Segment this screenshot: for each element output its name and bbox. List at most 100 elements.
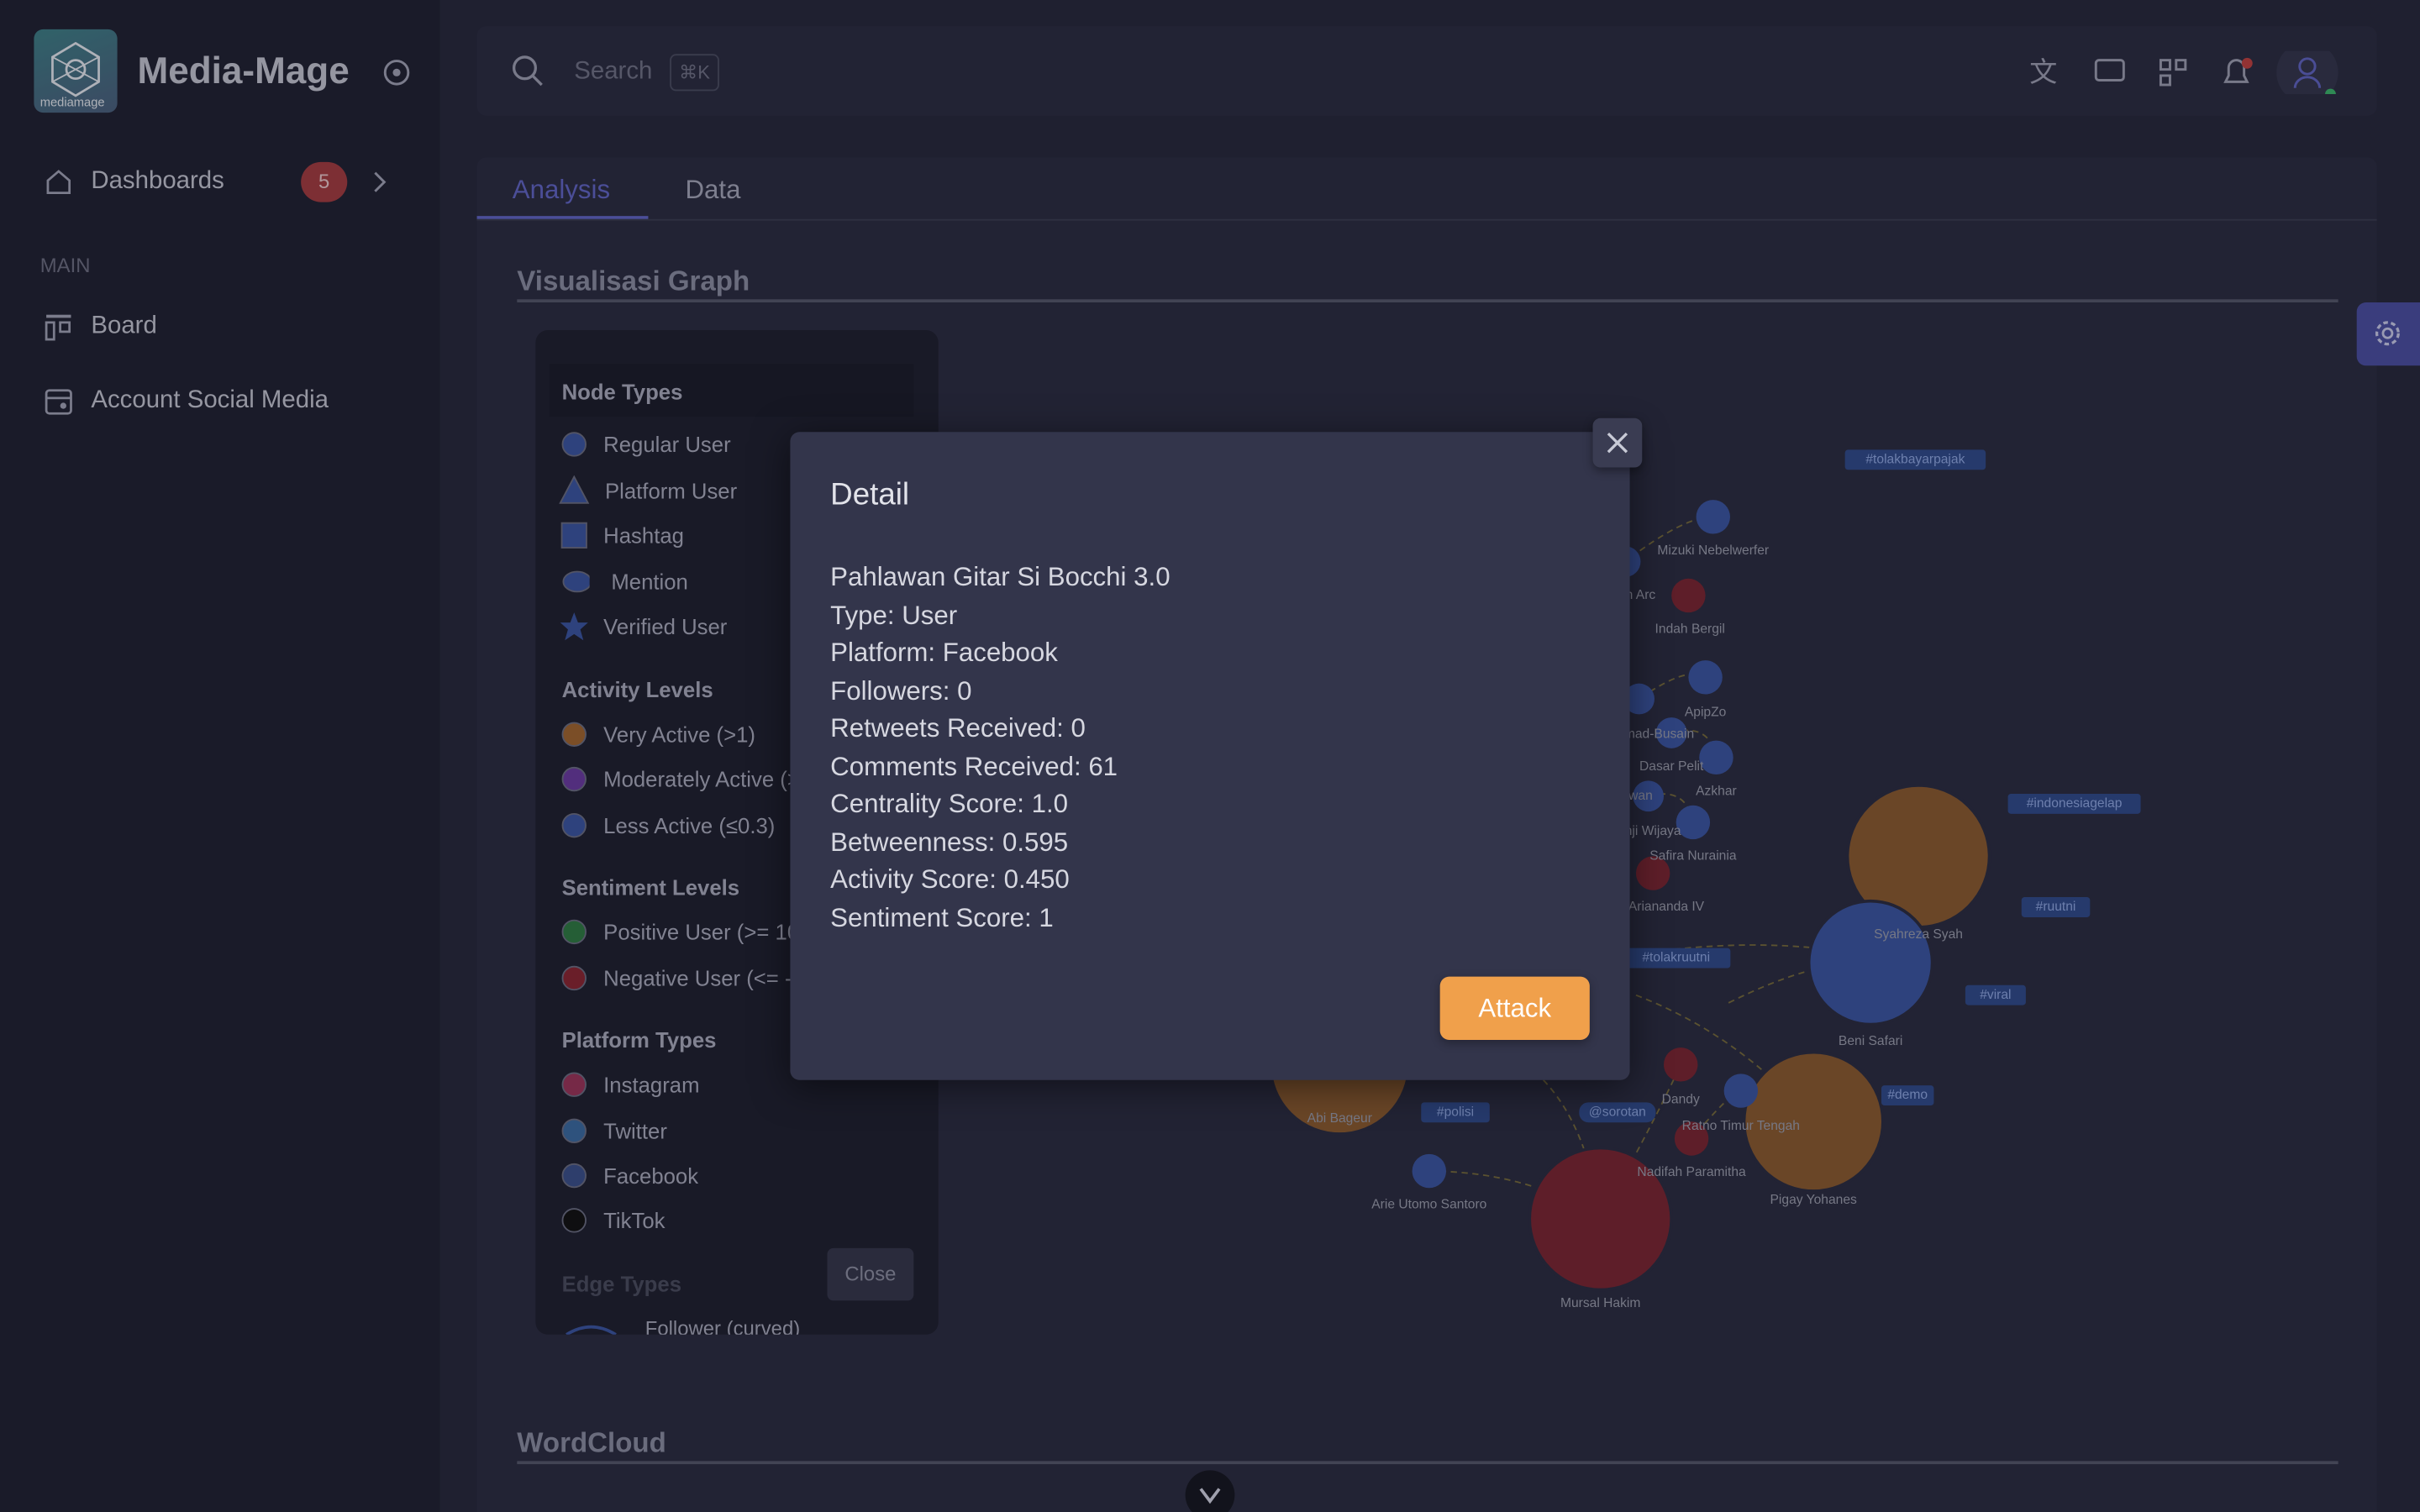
hashtag-chip xyxy=(1881,1085,1934,1106)
brand-icon xyxy=(383,60,410,86)
modal-close[interactable] xyxy=(1592,417,1643,468)
tab-analysis[interactable]: Analysis xyxy=(512,175,611,205)
legend-icon xyxy=(561,919,587,945)
section-title: Visualisasi Graph xyxy=(517,265,750,297)
legend-icon xyxy=(562,570,590,593)
graph-node[interactable] xyxy=(1635,856,1670,890)
nav-dashboards[interactable]: Dashboards 5 xyxy=(34,155,404,210)
icon-shape xyxy=(561,1208,587,1233)
legend-icon xyxy=(561,432,587,457)
section-label: MAIN xyxy=(39,254,91,277)
graph-node[interactable] xyxy=(1412,1153,1447,1189)
nav-board[interactable]: Board xyxy=(91,312,157,340)
legend-icon xyxy=(560,612,588,641)
section-rule xyxy=(517,1461,2338,1465)
section-rule xyxy=(517,299,2338,303)
avatar-head xyxy=(2298,57,2317,76)
avatar-body xyxy=(2293,76,2322,88)
translate-icon[interactable]: 文 xyxy=(2029,57,2057,88)
scroll-button[interactable] xyxy=(1185,1470,1235,1512)
graph-node[interactable] xyxy=(1664,1047,1698,1082)
legend-icon xyxy=(561,1208,587,1233)
graph-node[interactable] xyxy=(1723,1074,1759,1108)
graph-node[interactable] xyxy=(1674,1121,1709,1156)
hashtag-label: #tolakbayarpajak xyxy=(1865,452,1965,466)
search-input[interactable]: Search xyxy=(574,58,653,86)
legend-icon xyxy=(559,475,590,504)
detail-line: Comments Received: 61 xyxy=(830,751,1118,781)
legend-item: Less Active (≤0.3) xyxy=(603,812,776,838)
online-dot xyxy=(2325,88,2336,95)
icon-shape xyxy=(561,432,587,457)
hashtag-label: #tolakruutni xyxy=(1642,951,1710,965)
apps-icon[interactable] xyxy=(2159,59,2187,87)
icon-shape xyxy=(561,766,587,792)
graph-edge xyxy=(1624,516,1713,563)
node-label: ApipZo xyxy=(1685,706,1727,720)
tab-underline xyxy=(476,216,649,219)
node-label: Safira Nurainia xyxy=(1649,849,1737,864)
section-title: WordCloud xyxy=(517,1426,666,1458)
legend-item: TikTok xyxy=(603,1208,666,1233)
edge-curve xyxy=(566,1325,617,1335)
graph-node[interactable] xyxy=(1676,805,1711,840)
node-label: Dandy xyxy=(1662,1093,1700,1107)
icon-shape xyxy=(561,1118,587,1144)
graph-node[interactable] xyxy=(1623,683,1655,715)
graph-node[interactable] xyxy=(1655,717,1687,748)
hashtag-label: #viral xyxy=(1980,988,2011,1002)
node-label: din Ariananda IV xyxy=(1608,900,1705,914)
sidebar: mediamage Media-Mage Dashboards 5 MAIN B… xyxy=(0,0,440,1512)
bell-icon[interactable] xyxy=(2223,59,2249,83)
board-icon xyxy=(45,314,71,341)
hashtag-label: @sorotan xyxy=(1589,1105,1646,1119)
graph-node[interactable] xyxy=(1807,899,1934,1026)
avatar[interactable] xyxy=(2276,50,2338,95)
legend-icon xyxy=(561,766,587,792)
topbar-icons[interactable]: 文 xyxy=(2020,50,2360,95)
legend-item: Hashtag xyxy=(603,522,684,549)
graph-node[interactable] xyxy=(1688,660,1723,695)
graph-node[interactable] xyxy=(1696,500,1730,534)
hashtag-label: #polisi xyxy=(1437,1105,1474,1119)
graph-node[interactable] xyxy=(1528,1146,1674,1292)
nav-account[interactable]: Account Social Media xyxy=(91,387,329,414)
nav-label: Dashboards xyxy=(91,168,224,195)
detail-line: Activity Score: 0.450 xyxy=(830,864,1070,895)
hashtag-chip xyxy=(2021,897,2091,917)
legend-icon xyxy=(561,1118,587,1144)
node-label: Nadifah Paramitha xyxy=(1637,1165,1746,1179)
logo-text: mediamage xyxy=(39,95,105,110)
legend-item: Very Active (>1) xyxy=(603,722,755,747)
legend-edge-item: Follower (curved) xyxy=(644,1316,801,1335)
close-icon xyxy=(1607,432,1628,454)
node-label: nji Wijaya xyxy=(1625,824,1681,838)
icon-shape xyxy=(560,612,588,641)
node-label: Pigay Yohanes xyxy=(1770,1193,1857,1207)
display-icon[interactable] xyxy=(2094,59,2125,81)
node-label: Mursal Hakim xyxy=(1560,1296,1640,1310)
hashtag-chip xyxy=(2007,794,2141,814)
legend-item: Facebook xyxy=(603,1163,699,1189)
account-icon xyxy=(45,389,72,415)
legend-close[interactable]: Close xyxy=(827,1247,914,1301)
icon-shape xyxy=(561,812,587,838)
settings-tab[interactable] xyxy=(2356,302,2420,366)
legend-item: Moderately Active (> xyxy=(603,766,800,792)
tab-data[interactable]: Data xyxy=(685,175,741,205)
node-label: Beni Safari xyxy=(1839,1034,1902,1048)
chevron-down xyxy=(1199,1488,1221,1504)
legend-edge-title: Edge Types xyxy=(561,1271,682,1296)
graph-node[interactable] xyxy=(1699,740,1733,775)
node-label: n Arc xyxy=(1626,588,1656,602)
graph-node[interactable] xyxy=(1633,780,1665,812)
attack-button[interactable]: Attack xyxy=(1439,976,1590,1040)
graph-node[interactable] xyxy=(1671,578,1706,613)
graph-node[interactable] xyxy=(1742,1050,1885,1193)
hashtag-chip xyxy=(1421,1102,1490,1123)
legend-item: Positive User (>= 10 xyxy=(603,919,800,945)
legend-icon xyxy=(560,522,587,549)
legend-icon xyxy=(561,722,587,747)
